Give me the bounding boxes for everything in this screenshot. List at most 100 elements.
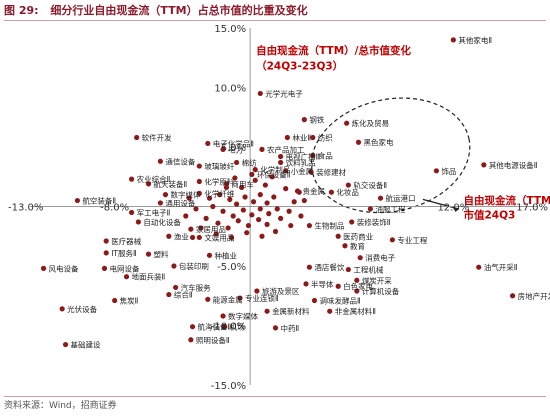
data-point	[301, 117, 307, 123]
data-point	[196, 163, 202, 169]
data-point	[230, 213, 236, 219]
point-label: 油气开采Ⅱ	[484, 262, 518, 272]
data-point	[308, 169, 314, 175]
data-point	[240, 207, 246, 213]
data-point	[166, 233, 172, 239]
data-point	[59, 306, 65, 312]
point-label: 机场	[230, 322, 245, 332]
point-label: 装修装饰Ⅱ	[357, 217, 391, 227]
x-axis-annotation-line2: 市值24Q3	[463, 208, 515, 221]
point-label: 渔业	[174, 231, 189, 241]
data-point	[274, 206, 280, 212]
data-point	[129, 209, 135, 216]
data-point	[242, 194, 248, 200]
data-point	[311, 297, 318, 304]
data-point	[345, 182, 351, 188]
point-label: 农产品加工	[267, 144, 305, 154]
data-point	[349, 219, 355, 225]
point-label: 能源金属	[213, 294, 243, 304]
data-point	[206, 195, 213, 201]
point-label: 调味发酵品Ⅱ	[319, 296, 360, 306]
point-label: 其他电源设备Ⅱ	[489, 160, 538, 170]
data-point	[509, 293, 516, 299]
data-point	[196, 178, 202, 185]
point-label: 电视广播Ⅱ	[286, 152, 320, 162]
point-label: 塑料	[154, 249, 169, 259]
figure-source: 资料来源：Wind，招商证券	[4, 396, 546, 415]
data-point	[145, 251, 152, 257]
point-label: 汽车服务	[181, 282, 211, 292]
data-point	[129, 176, 135, 182]
data-point	[223, 184, 230, 191]
data-point	[476, 264, 482, 270]
data-point	[74, 197, 81, 204]
data-point	[481, 162, 487, 168]
data-point	[283, 186, 289, 192]
y-axis-annotation-line2: （24Q3-23Q3）	[256, 60, 343, 73]
y-tick-label: 15.0%	[214, 24, 246, 35]
data-point	[367, 206, 373, 212]
point-label: 数字媒体	[228, 311, 258, 321]
data-point	[294, 188, 301, 194]
data-point	[157, 200, 163, 206]
y-tick-label: -15.0%	[211, 381, 246, 392]
point-label: 医药商业	[343, 231, 373, 241]
x-tick-label: -8.0%	[100, 203, 129, 214]
point-label: 电子化学品Ⅱ	[213, 138, 254, 148]
point-label: 地面兵装Ⅱ	[132, 272, 166, 282]
point-label: 其他家电Ⅱ	[458, 35, 492, 45]
point-label: 林业Ⅱ	[292, 132, 311, 142]
point-label: 光学光电子	[265, 88, 303, 98]
point-label: IT服务Ⅱ	[111, 248, 137, 258]
data-point	[327, 308, 333, 314]
data-point	[186, 195, 192, 201]
point-label: 炼化及贸易	[352, 118, 390, 128]
figure-title-text: 细分行业自由现金流（TTM）占总市值的比重及变化	[50, 4, 308, 17]
point-label: 焦炭Ⅱ	[120, 296, 139, 306]
point-label: 装修建材	[316, 167, 346, 177]
y-axis-annotation-line1: 自由现金流（TTM）/总市值变化	[256, 44, 411, 57]
annotation-arrow-head	[452, 206, 460, 212]
point-label: 环保设备Ⅱ	[257, 169, 291, 179]
data-point	[239, 184, 245, 191]
data-point	[235, 218, 241, 224]
data-point	[355, 139, 362, 145]
point-label: 煤炭开采	[362, 275, 392, 285]
data-point	[278, 153, 284, 160]
point-label: 航空装备Ⅱ	[82, 196, 116, 206]
data-point	[225, 225, 231, 231]
data-point	[259, 146, 265, 152]
point-label: 非金属材料Ⅱ	[335, 306, 376, 316]
point-label: 酒店餐饮	[314, 262, 344, 272]
point-label: 半导体	[311, 279, 334, 289]
data-point	[183, 213, 189, 219]
data-point	[233, 159, 240, 166]
data-point	[189, 324, 196, 330]
point-label: 自动化设备	[143, 217, 181, 227]
data-point	[101, 265, 108, 271]
data-point	[213, 231, 219, 237]
x-tick-label: 17.0%	[516, 203, 548, 214]
point-label: 数字媒体	[170, 190, 200, 200]
data-point	[228, 234, 235, 241]
data-point	[310, 134, 316, 141]
data-point	[103, 250, 109, 256]
point-label: 贵金属	[303, 186, 326, 196]
point-label: 轨交设备Ⅱ	[353, 180, 387, 190]
point-label: 医疗器械	[111, 236, 141, 246]
data-point	[220, 313, 226, 319]
data-point	[252, 177, 258, 183]
data-point	[162, 192, 169, 198]
annotation-arrow	[422, 198, 459, 210]
point-label: 旅游及景区	[262, 286, 300, 296]
data-point	[272, 325, 279, 331]
data-point	[335, 283, 341, 289]
point-label: 计算机设备	[362, 286, 400, 296]
x-axis-annotation-line1: 自由现金流（TTM）/总	[463, 194, 550, 207]
data-point	[354, 288, 360, 294]
data-point	[272, 228, 279, 235]
point-label: 包装印刷	[179, 261, 209, 271]
data-point	[249, 171, 255, 177]
data-point	[196, 234, 202, 241]
